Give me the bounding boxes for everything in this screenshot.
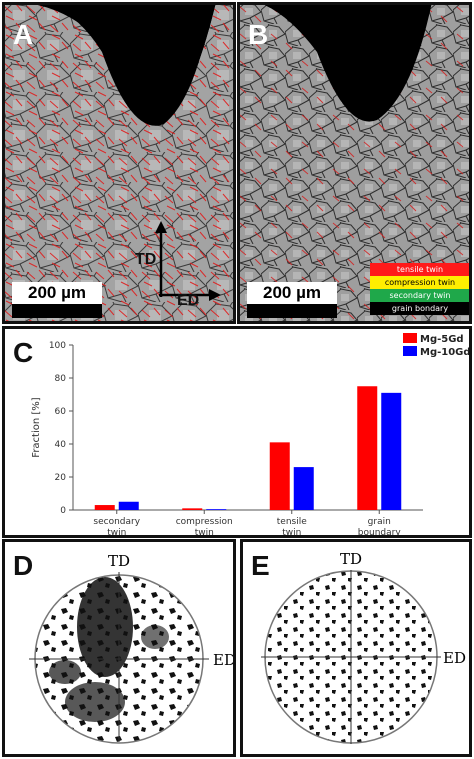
panel-a-letter: A xyxy=(13,19,34,50)
panel-b-letter: B xyxy=(248,19,269,50)
pole-figure-e: TD ED xyxy=(261,550,466,744)
bar-Mg-10Gd-1 xyxy=(206,509,227,510)
scale-label-b: 200 µm xyxy=(247,282,337,304)
y-tick-label-5: 100 xyxy=(49,341,66,351)
bar-Mg-10Gd-0 xyxy=(118,501,139,510)
y-axis-label: Fraction [%] xyxy=(31,397,42,457)
scale-bar-a xyxy=(12,304,102,318)
bar-Mg-5Gd-1 xyxy=(182,508,203,510)
y-tick-label-2: 40 xyxy=(55,440,67,450)
panel-d-letter: D xyxy=(13,550,34,581)
td-label-e: TD xyxy=(340,550,362,568)
y-tick-label-4: 80 xyxy=(55,374,67,384)
bar-Mg-5Gd-0 xyxy=(94,505,115,510)
legend-secondary-twin: secondary twin xyxy=(370,289,469,302)
x-tick-label-3-0: grain xyxy=(368,517,391,527)
twin-legend: tensile twin compression twin secondary … xyxy=(370,263,469,315)
td-label-a: TD xyxy=(135,251,157,268)
y-tick-label-0: 0 xyxy=(60,506,66,516)
pole-figure-d: TD ED xyxy=(29,552,233,744)
panel-c: C 0 20 40 60 80 100 Fraction [%] secondary twin c… xyxy=(2,326,472,538)
bar-Mg-5Gd-2 xyxy=(269,442,290,510)
ed-label-e: ED xyxy=(443,649,466,667)
x-tick-label-1-0: compression xyxy=(176,517,233,527)
x-tick-label-1-1: twin xyxy=(195,528,214,535)
panel-c-letter: C xyxy=(13,337,34,368)
bar-Mg-10Gd-3 xyxy=(381,392,402,510)
ed-label-d: ED xyxy=(213,651,233,669)
td-ed-axes-a xyxy=(155,221,221,301)
panel-b: B tensile twin compression twin secondar… xyxy=(237,2,472,324)
legend-tensile-twin: tensile twin xyxy=(370,263,469,276)
panel-e-letter: E xyxy=(251,550,270,581)
panel-a: A TD ED 200 µm xyxy=(2,2,236,324)
td-label-d: TD xyxy=(108,552,130,570)
legend-grain-boundary: grain bondary xyxy=(370,302,469,315)
bar-Mg-10Gd-2 xyxy=(293,467,314,510)
micrograph-a xyxy=(5,5,233,321)
scale-bar-b xyxy=(247,304,337,318)
x-tick-label-0-1: twin xyxy=(107,528,126,535)
legend-swatch-1 xyxy=(403,346,417,356)
scale-label-a: 200 µm xyxy=(12,282,102,304)
legend-compression-twin: compression twin xyxy=(370,276,469,289)
panel-e: E TD ED xyxy=(240,539,472,757)
x-tick-label-3-1: boundary xyxy=(358,528,402,535)
legend-swatch-0 xyxy=(403,333,417,343)
x-tick-label-0-0: secondary xyxy=(93,517,140,527)
x-tick-label-2-1: twin xyxy=(282,528,301,535)
legend-label-0: Mg-5Gd xyxy=(420,334,464,345)
y-tick-label-1: 20 xyxy=(55,473,67,483)
x-tick-label-2-0: tensile xyxy=(277,517,307,527)
panel-d: D TD ED xyxy=(2,539,236,757)
bar-Mg-5Gd-3 xyxy=(357,386,378,510)
legend-label-1: Mg-10Gd xyxy=(420,347,469,358)
ed-label-a: ED xyxy=(177,292,200,309)
y-tick-label-3: 60 xyxy=(55,407,67,417)
